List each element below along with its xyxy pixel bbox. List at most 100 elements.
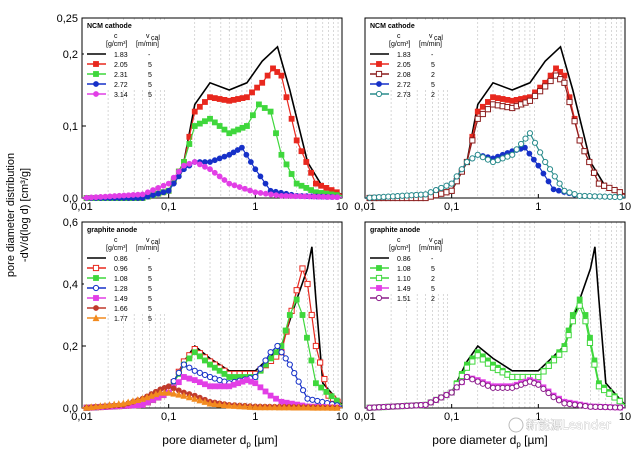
data-point xyxy=(156,388,164,396)
data-point xyxy=(514,373,521,381)
data-point xyxy=(484,360,492,367)
data-point xyxy=(87,403,95,411)
data-point xyxy=(119,399,127,407)
data-point xyxy=(313,180,319,187)
data-point xyxy=(202,381,208,388)
data-point xyxy=(479,154,486,161)
data-point xyxy=(275,403,283,411)
x-axis-label-unit: [µm] xyxy=(521,433,548,447)
data-point xyxy=(290,403,298,411)
legend-label-c: 2.08 xyxy=(397,72,411,79)
data-point xyxy=(83,403,91,411)
data-point xyxy=(531,92,539,100)
data-point xyxy=(592,403,599,410)
data-point xyxy=(262,357,269,364)
data-point xyxy=(542,83,549,90)
legend-label-c: 1.08 xyxy=(114,276,128,283)
data-point xyxy=(257,190,264,196)
legend-bg xyxy=(367,224,455,294)
legend-label-c: 2.72 xyxy=(397,82,411,89)
data-point xyxy=(309,403,317,411)
data-point xyxy=(264,72,271,79)
data-point xyxy=(375,90,383,98)
data-point xyxy=(303,159,310,165)
legend-label-c: 1.28 xyxy=(114,286,128,293)
x-tick-label: 10 xyxy=(336,201,348,213)
data-point xyxy=(124,398,132,406)
data-point xyxy=(257,365,264,372)
data-point xyxy=(323,185,330,191)
data-point xyxy=(93,81,99,87)
data-point xyxy=(216,96,223,102)
legend-header-unit-v: [m/min] xyxy=(419,41,442,48)
data-point xyxy=(537,149,544,156)
data-point xyxy=(196,161,203,168)
legend-header-v: v xyxy=(429,33,433,40)
data-point xyxy=(581,192,588,200)
data-point xyxy=(546,166,554,173)
data-point xyxy=(587,403,594,410)
data-point xyxy=(569,318,576,325)
data-point xyxy=(555,187,562,194)
data-point xyxy=(427,189,434,196)
data-point xyxy=(557,76,564,83)
data-point xyxy=(535,381,542,388)
data-point xyxy=(207,361,213,368)
data-point xyxy=(144,399,151,406)
data-point xyxy=(545,362,552,369)
data-point xyxy=(304,395,311,402)
legend-label-c: 0.96 xyxy=(114,266,128,273)
data-point xyxy=(250,112,256,119)
data-point xyxy=(134,396,142,403)
data-point xyxy=(191,108,198,115)
data-point xyxy=(582,318,589,325)
data-point xyxy=(216,367,223,374)
legend-label-c: 2.73 xyxy=(397,92,411,99)
data-point xyxy=(537,88,544,95)
data-point xyxy=(550,394,557,401)
legend-label-v: 5 xyxy=(148,276,152,283)
legend-label-v: 5 xyxy=(148,92,152,99)
legend-header-unit-c: [g/cm³] xyxy=(106,41,127,48)
data-point xyxy=(484,382,492,389)
data-point xyxy=(211,95,218,101)
data-point xyxy=(175,379,182,386)
legend-bg xyxy=(84,20,172,90)
data-point xyxy=(308,311,315,319)
data-point xyxy=(545,389,552,397)
data-point xyxy=(175,168,182,175)
watermark-icon xyxy=(508,417,524,433)
data-point xyxy=(196,120,203,127)
data-point xyxy=(576,402,584,409)
data-point xyxy=(191,367,198,374)
data-point xyxy=(616,398,623,405)
y-tick-label: 0,2 xyxy=(63,49,78,61)
x-tick-label: 1 xyxy=(252,411,258,423)
data-point xyxy=(309,396,316,403)
data-point xyxy=(101,401,109,409)
data-point xyxy=(479,356,486,363)
data-point xyxy=(443,391,450,399)
x-tick-label: 10 xyxy=(336,411,348,423)
data-point xyxy=(274,342,281,350)
plot-frame xyxy=(81,221,343,409)
data-point xyxy=(513,146,520,153)
data-point xyxy=(542,158,549,166)
x-tick-label: 1 xyxy=(535,411,541,423)
x-tick-label: 0,01 xyxy=(71,411,92,423)
watermark-text: 新能源Leander xyxy=(526,417,611,432)
data-point xyxy=(115,400,123,407)
data-point xyxy=(273,349,280,356)
plot-frame xyxy=(364,17,626,199)
legend: NCM cathode c v cal [g/cm³] [m/min] 1.83 - 2.05 5… xyxy=(367,20,455,99)
x-axis-label-right: pore diameter dp [µm] xyxy=(432,433,547,449)
data-point xyxy=(458,372,465,380)
legend-header-unit-v: [m/min] xyxy=(136,245,159,252)
data-point xyxy=(591,193,598,200)
data-point xyxy=(443,182,450,189)
legend-header-unit-v: [m/min] xyxy=(136,41,159,48)
data-point xyxy=(295,378,302,385)
data-point xyxy=(211,119,218,126)
data-point xyxy=(553,65,559,72)
